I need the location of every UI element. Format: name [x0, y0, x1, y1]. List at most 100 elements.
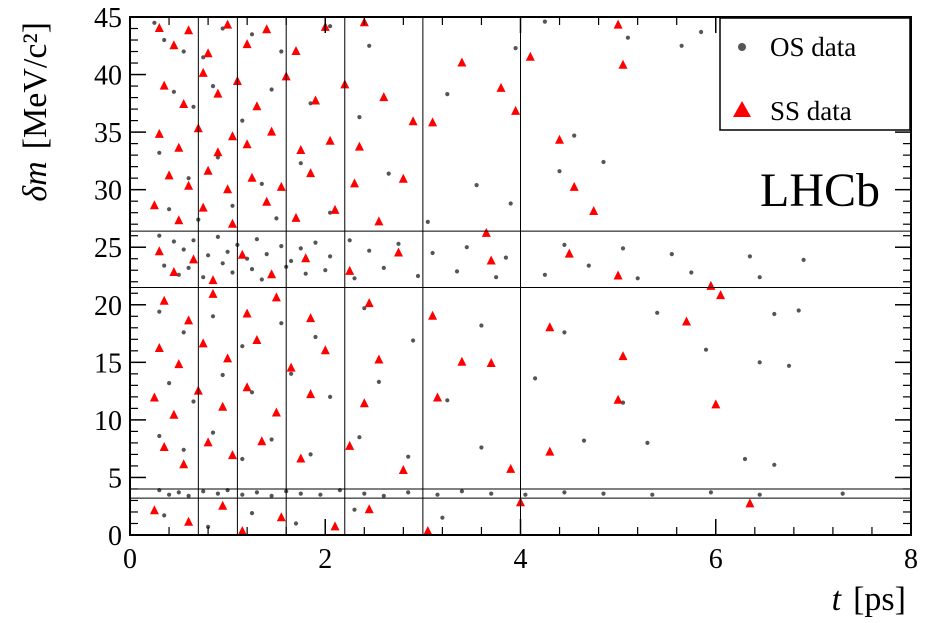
ss-data-point	[423, 526, 433, 535]
ss-data-point	[213, 147, 223, 157]
os-data-point	[181, 247, 186, 252]
os-data-point	[474, 183, 479, 188]
ss-data-point	[169, 267, 179, 276]
ss-data-point	[247, 172, 257, 182]
ss-data-point	[149, 505, 159, 515]
os-data-point	[279, 49, 284, 54]
ss-data-point	[486, 358, 496, 367]
os-data-point	[191, 238, 196, 243]
os-data-point	[328, 254, 333, 259]
ss-data-point	[354, 141, 364, 151]
os-data-point	[230, 270, 235, 275]
os-data-point	[249, 510, 255, 516]
ss-data-point	[164, 170, 174, 180]
os-data-point	[435, 492, 440, 497]
os-data-point	[757, 492, 762, 497]
os-data-point	[167, 492, 172, 497]
os-data-point	[562, 330, 567, 335]
os-data-point	[206, 253, 211, 258]
os-data-point	[210, 84, 216, 89]
os-data-point	[293, 521, 299, 526]
os-data-point	[679, 43, 684, 48]
os-data-point	[479, 445, 484, 450]
os-data-point	[254, 237, 259, 242]
os-data-point	[186, 493, 191, 498]
ss-data-point	[618, 351, 628, 361]
ss-data-point	[496, 82, 506, 92]
x-axis-variable: t	[832, 581, 843, 618]
ss-data-point	[374, 354, 384, 364]
os-data-point	[406, 454, 411, 459]
os-data-point	[206, 524, 211, 530]
ss-data-point	[174, 215, 184, 225]
legend-ss-marker	[733, 101, 751, 117]
ss-data-point	[154, 23, 164, 32]
os-data-point	[249, 32, 255, 37]
ss-data-point	[296, 145, 306, 154]
os-data-point	[494, 275, 499, 280]
ss-data-point	[208, 275, 218, 285]
ss-data-point	[433, 392, 442, 402]
ss-data-point	[242, 139, 252, 149]
ss-data-point	[267, 269, 277, 279]
ss-data-point	[179, 459, 189, 469]
os-data-point	[635, 276, 640, 281]
ss-data-point	[682, 316, 691, 326]
legend-os-marker	[738, 43, 746, 51]
os-data-point	[269, 493, 274, 498]
ss-data-point	[613, 19, 623, 29]
os-data-point	[440, 515, 445, 520]
ss-data-point	[271, 292, 281, 302]
ss-data-point	[296, 453, 306, 463]
os-data-point	[479, 323, 484, 328]
ss-data-point	[198, 202, 208, 212]
ss-data-point	[228, 450, 237, 460]
y-tick-label: 30	[94, 176, 122, 207]
os-data-point	[464, 245, 469, 250]
os-data-point	[459, 489, 464, 494]
os-data-point	[167, 381, 172, 386]
os-data-point	[381, 493, 386, 498]
os-data-point	[620, 246, 626, 251]
os-data-point	[503, 255, 508, 260]
ss-data-point	[228, 218, 237, 228]
x-tick-label: 8	[904, 544, 918, 575]
ss-data-point	[506, 463, 516, 473]
ss-data-point	[208, 288, 218, 298]
ss-data-point	[198, 67, 208, 77]
y-tick-label: 20	[94, 291, 122, 322]
ss-data-point	[198, 338, 208, 348]
os-data-point	[240, 492, 245, 497]
y-axis-unit: [MeV/c²]	[17, 22, 54, 149]
y-tick-label: 45	[94, 3, 122, 34]
ss-data-point	[359, 398, 369, 408]
ss-data-point	[223, 353, 233, 363]
ss-data-point	[174, 359, 184, 369]
ss-data-point	[555, 134, 564, 144]
ss-data-point	[525, 51, 535, 61]
x-tick-label: 0	[123, 544, 137, 575]
ss-data-point	[174, 142, 184, 152]
ss-data-point	[564, 248, 574, 258]
os-data-point	[347, 238, 352, 243]
os-data-point	[601, 159, 606, 165]
os-data-point	[625, 35, 631, 40]
ss-data-points	[149, 17, 755, 535]
ss-data-point	[345, 265, 355, 275]
os-data-point	[298, 161, 303, 166]
ss-data-point	[218, 401, 228, 411]
ss-data-point	[716, 290, 726, 300]
x-tick-label: 4	[514, 544, 528, 575]
os-data-point	[171, 89, 176, 94]
ss-data-point	[223, 184, 233, 194]
os-data-point	[542, 19, 548, 24]
os-data-point	[699, 29, 704, 35]
os-data-point	[386, 171, 391, 176]
os-data-point	[513, 46, 518, 51]
os-data-point	[298, 491, 303, 496]
ss-data-point	[457, 356, 467, 366]
x-tick-label: 6	[709, 544, 723, 575]
os-data-point	[308, 452, 313, 457]
os-data-point	[772, 462, 777, 467]
ss-data-point	[179, 99, 189, 108]
